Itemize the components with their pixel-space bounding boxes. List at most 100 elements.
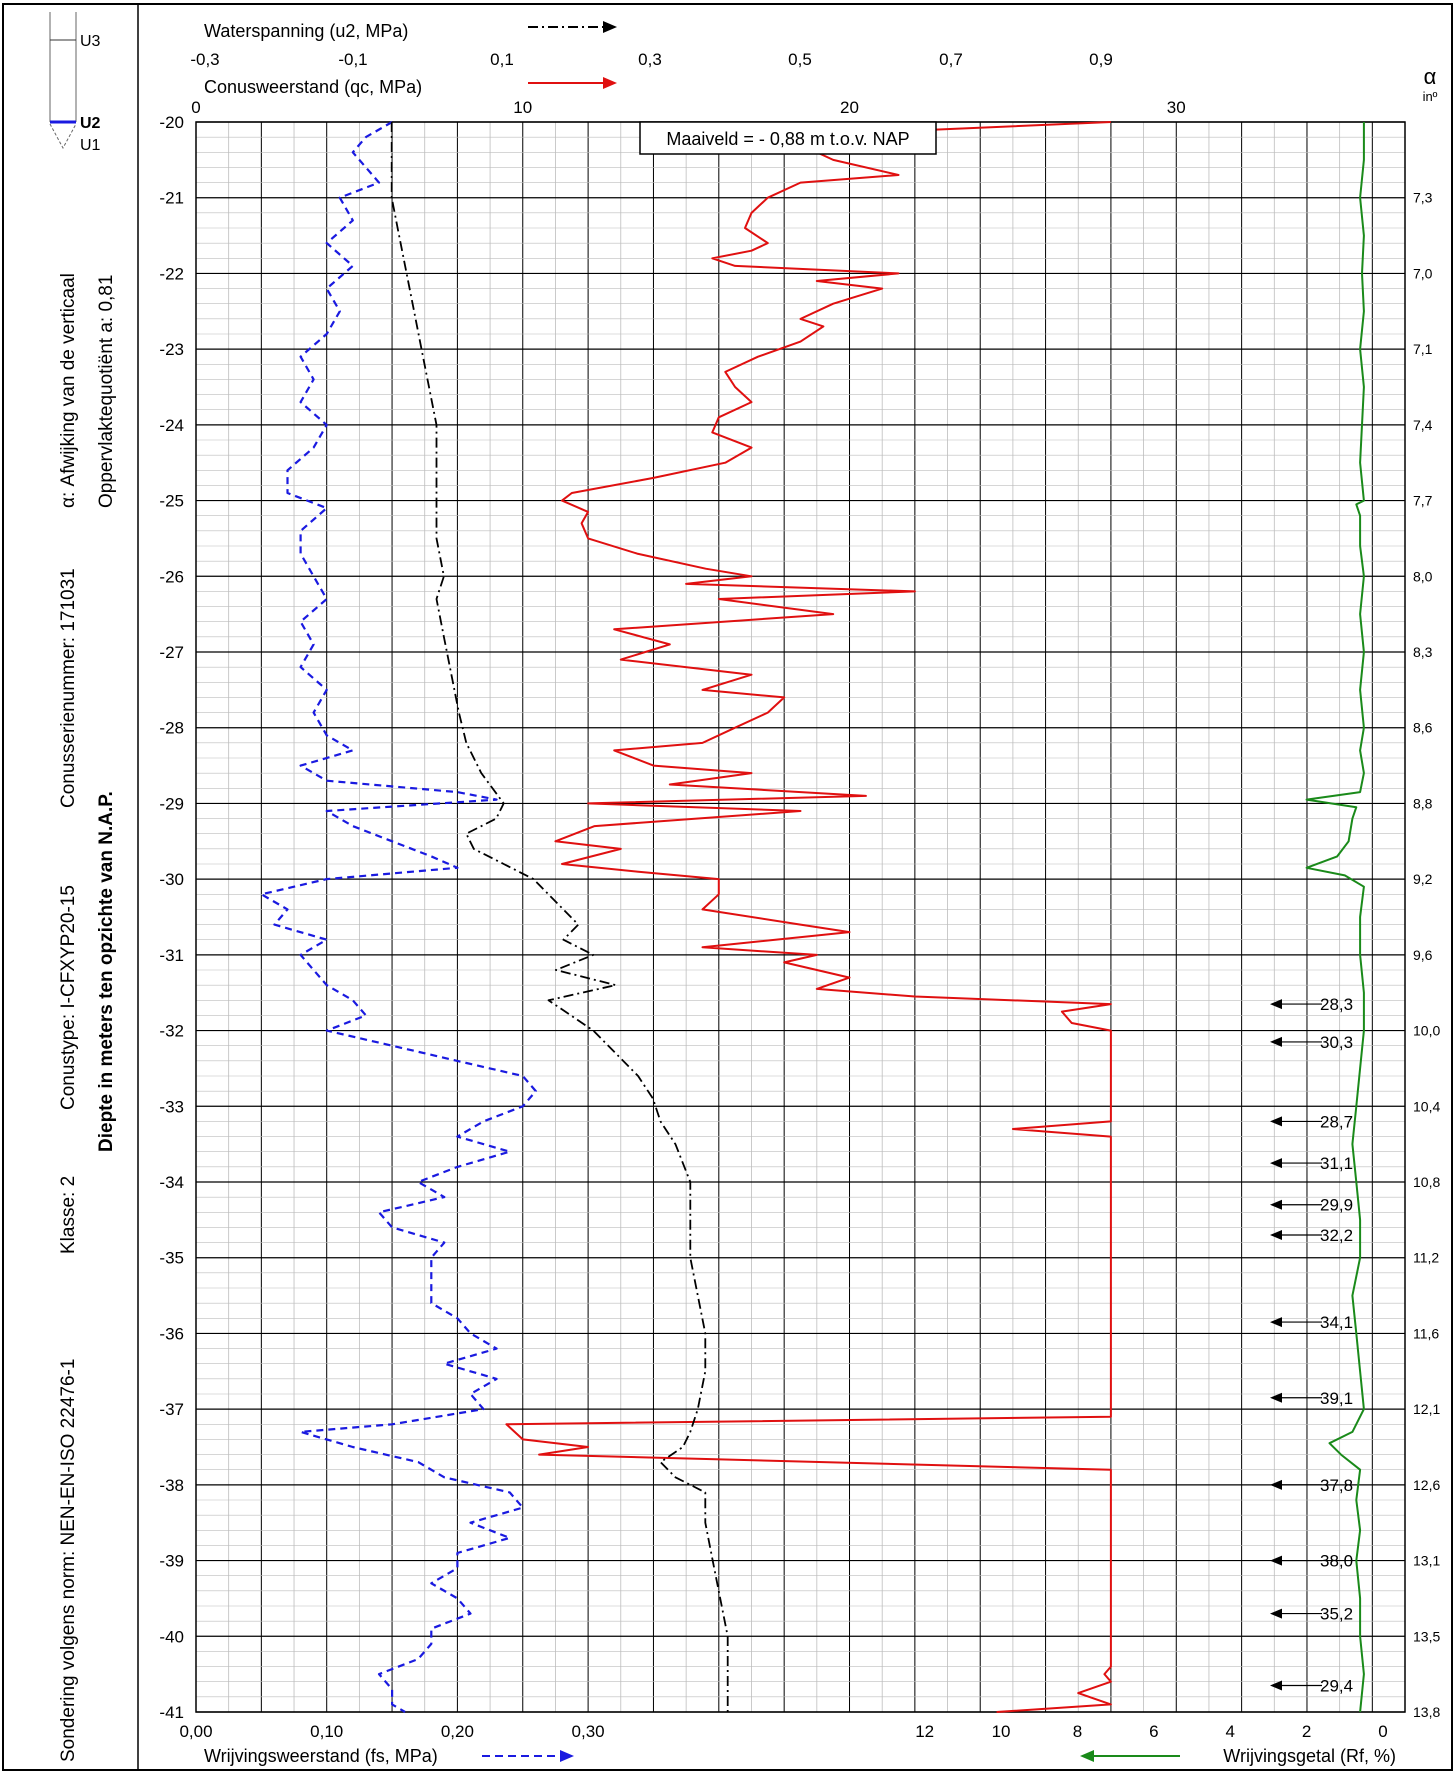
u2-tick-label: -0,3 (190, 50, 219, 69)
series-rf-line (1305, 122, 1365, 1713)
alpha-tick-label: 13,8 (1413, 1704, 1440, 1720)
qc-axis-title: Conusweerstand (qc, MPa) (204, 77, 422, 97)
qc-tick-label: 30 (1167, 98, 1186, 117)
rf-axis-title: Wrijvingsgetal (Rf, %) (1223, 1746, 1396, 1766)
rf-tick-label: 10 (992, 1722, 1011, 1741)
depth-tick-label: -35 (159, 1249, 184, 1268)
top-axes: Waterspanning (u2, MPa) -0,3 -0,1 0,1 0,3 0,… (190, 21, 1438, 117)
plot-grid (195, 121, 1406, 1713)
alpha-tick-labels: 7,3 7,0 7,1 7,4 7,7 8,0 8,3 8,6 8,8 9,2 9,6 10,0 10,… (1413, 190, 1440, 1720)
alpha-tick-label: 13,5 (1413, 1628, 1440, 1644)
alpha-tick-label: 7,3 (1413, 190, 1433, 206)
u1-label: U1 (80, 137, 101, 154)
alpha-tick-label: 9,2 (1413, 871, 1433, 887)
annotation-label: 35,2 (1320, 1605, 1353, 1624)
ground-level-frame (639, 121, 937, 155)
annotation-arrow-head (1270, 1116, 1282, 1127)
u2-tick-label: 0,1 (490, 50, 514, 69)
annotation-arrow-head (1270, 1608, 1282, 1619)
alpha-tick-label: 7,1 (1413, 341, 1433, 357)
u2-label: U2 (80, 115, 101, 132)
u2-tick-label: 0,3 (638, 50, 662, 69)
annotation-arrow-head (1270, 1479, 1282, 1490)
label-serienummer: Conusserienummer: 171031 (58, 568, 79, 808)
label-norm: Sondering volgens norm: NEN-EN-ISO 22476… (58, 1359, 79, 1762)
depth-tick-label: -28 (159, 719, 184, 738)
fs-tick-label: 0,30 (572, 1722, 605, 1741)
alpha-tick-label: 8,3 (1413, 644, 1433, 660)
alpha-unit: inº (1423, 89, 1438, 104)
fs-tick-label: 0,10 (310, 1722, 343, 1741)
cone-legend: U3 U2 U1 (49, 12, 101, 154)
series-qc-line (505, 121, 1112, 1713)
label-oppervlakte: Oppervlaktequotiënt a: 0,81 (96, 275, 117, 508)
annotation-arrow-head (1270, 1680, 1282, 1691)
rf-tick-label: 2 (1302, 1722, 1311, 1741)
ground-level-text: Maaiveld = - 0,88 m t.o.v. NAP (666, 129, 909, 149)
annotation-arrow-head (1270, 1317, 1282, 1328)
label-conustype: Conustype: I-CFXYP20-15 (58, 885, 79, 1110)
alpha-tick-label: 11,2 (1413, 1250, 1439, 1266)
depth-tick-label: -37 (159, 1400, 184, 1419)
depth-tick-label: -29 (159, 794, 184, 813)
rf-tick-label: 4 (1225, 1722, 1234, 1741)
rf-tick-label: 0 (1378, 1722, 1387, 1741)
annotation-arrow-head (1270, 999, 1282, 1010)
label-depth-axis: Diepte in meters ten opzichte van N.A.P. (96, 791, 117, 1152)
qc-tick-labels: 0 10 20 30 (191, 98, 1185, 117)
annotation-label: 38,0 (1320, 1552, 1353, 1571)
bottom-axes: 0,00 0,10 0,20 0,30 12 10 8 6 4 2 0 Wrijvingsweer… (179, 1722, 1396, 1766)
alpha-tick-label: 8,0 (1413, 568, 1433, 584)
rf-tick-labels: 12 10 8 6 4 2 0 (915, 1722, 1388, 1741)
fs-tick-labels: 0,00 0,10 0,20 0,30 (179, 1722, 604, 1741)
ground-level-box: Maaiveld = - 0,88 m t.o.v. NAP (639, 121, 937, 155)
annotation-arrow-head (1270, 1555, 1282, 1566)
annotation-arrow-head (1270, 1230, 1282, 1240)
depth-tick-label: -31 (159, 946, 184, 965)
alpha-tick-label: 7,4 (1413, 417, 1433, 433)
alpha-symbol: α (1424, 64, 1437, 89)
depth-tick-label: -22 (159, 264, 184, 283)
u2-tick-labels: -0,3 -0,1 0,1 0,3 0,5 0,7 0,9 (190, 50, 1112, 69)
alpha-tick-label: 7,0 (1413, 265, 1433, 281)
cone-tip (49, 123, 77, 150)
annotation-label: 29,9 (1320, 1196, 1353, 1215)
depth-tick-label: -21 (159, 189, 184, 208)
plot-frame (195, 121, 1406, 1713)
annotation-arrow-head (1270, 1036, 1282, 1047)
label-klasse: Klasse: 2 (58, 1176, 79, 1254)
depth-tick-label: -25 (159, 492, 184, 511)
alpha-tick-label: 13,1 (1413, 1553, 1440, 1569)
rf-tick-label: 6 (1149, 1722, 1158, 1741)
alpha-tick-label: 12,6 (1413, 1477, 1440, 1493)
alpha-tick-label: 10,8 (1413, 1174, 1440, 1190)
depth-tick-label: -24 (159, 416, 184, 435)
qc-tick-label: 0 (191, 98, 200, 117)
depth-tick-label: -26 (159, 567, 184, 586)
qc-cutoff-annotations: 28,3 30,3 28,7 31,1 29,9 32,2 34,1 39,1 37,8 38,0… (1270, 995, 1353, 1696)
fs-tick-label: 0,20 (441, 1722, 474, 1741)
depth-tick-label: -30 (159, 870, 184, 889)
alpha-tick-label: 7,7 (1413, 493, 1433, 509)
u2-tick-label: 0,9 (1089, 50, 1113, 69)
u2-tick-label: 0,7 (939, 50, 963, 69)
series-layer (260, 121, 1365, 1713)
rf-tick-label: 8 (1073, 1722, 1082, 1741)
depth-tick-label: -39 (159, 1552, 184, 1571)
u3-label: U3 (80, 33, 101, 50)
depth-tick-label: -34 (159, 1173, 184, 1192)
u2-tick-label: -0,1 (338, 50, 367, 69)
depth-tick-label: -23 (159, 340, 184, 359)
annotation-label: 37,8 (1320, 1476, 1353, 1495)
u2-legend-arrow (603, 21, 617, 33)
depth-tick-label: -32 (159, 1022, 184, 1041)
series-fs-line (260, 121, 537, 1713)
alpha-tick-label: 8,8 (1413, 795, 1433, 811)
annotation-label: 39,1 (1320, 1389, 1353, 1408)
depth-tick-label: -20 (159, 113, 184, 132)
label-alpha: α: Afwijking van de verticaal (58, 273, 79, 508)
annotation-label: 29,4 (1320, 1677, 1353, 1696)
alpha-tick-label: 12,1 (1413, 1401, 1440, 1417)
annotation-label: 28,7 (1320, 1112, 1353, 1131)
